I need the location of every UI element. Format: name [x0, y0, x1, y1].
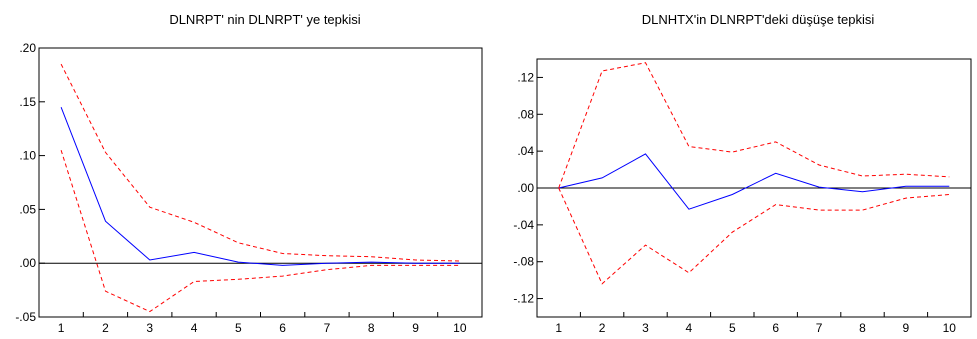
y-tick-label: .00 — [517, 181, 534, 195]
x-tick-label: 9 — [903, 321, 910, 335]
upper-confidence-band — [558, 62, 950, 189]
y-tick-label: .00 — [19, 256, 36, 270]
y-tick-label: -.05 — [15, 310, 36, 324]
x-tick-label: 1 — [555, 321, 562, 335]
x-tick-label: 7 — [324, 321, 331, 335]
plot-frame — [38, 47, 483, 318]
lower-confidence-band — [558, 187, 950, 285]
chart-panel-right: .12 .08 .04 .00 -.04 -.08 -.12 1 2 3 4 5 6 7 8 9 10 — [513, 58, 972, 335]
y-tick-label: .12 — [517, 70, 534, 84]
y-tick-label: .04 — [517, 144, 534, 158]
y-tick-label: -.04 — [513, 218, 534, 232]
x-tick-label: 8 — [859, 321, 866, 335]
x-tick-label: 8 — [368, 321, 375, 335]
y-tick-label: .08 — [517, 107, 534, 121]
x-tick-label: 7 — [816, 321, 823, 335]
x-tick-label: 10 — [453, 321, 467, 335]
y-tick-label: -.12 — [513, 292, 534, 306]
chart-panel-left: .20 .15 .10 .05 .00 -.05 1 2 3 4 5 6 7 8 9 10 — [15, 41, 483, 335]
x-tick-label: 10 — [943, 321, 957, 335]
x-tick-label: 4 — [686, 321, 693, 335]
x-tick-label: 4 — [191, 321, 198, 335]
y-tick-label: -.08 — [513, 255, 534, 269]
y-tick-label: .15 — [19, 95, 36, 109]
x-tick-label: 2 — [599, 321, 606, 335]
y-tick-label: .20 — [19, 41, 36, 55]
response-line — [558, 153, 950, 210]
x-tick-label: 6 — [279, 321, 286, 335]
x-tick-label: 3 — [642, 321, 649, 335]
chart-title-left: DLNRPT' nin DLNRPT' ye tepkisi — [169, 12, 360, 27]
x-tick-label: 2 — [102, 321, 109, 335]
lower-confidence-band — [60, 150, 460, 313]
x-tick-label: 9 — [412, 321, 419, 335]
chart-title-right: DLNHTX'in DLNRPT'deki düşüşe tepkisi — [642, 12, 875, 27]
response-line — [60, 107, 460, 266]
y-tick-label: .05 — [19, 202, 36, 216]
x-tick-label: 5 — [235, 321, 242, 335]
x-tick-label: 1 — [58, 321, 65, 335]
upper-confidence-band — [60, 63, 460, 262]
x-tick-label: 5 — [729, 321, 736, 335]
x-tick-label: 3 — [146, 321, 153, 335]
x-tick-label: 6 — [772, 321, 779, 335]
y-tick-label: .10 — [19, 149, 36, 163]
